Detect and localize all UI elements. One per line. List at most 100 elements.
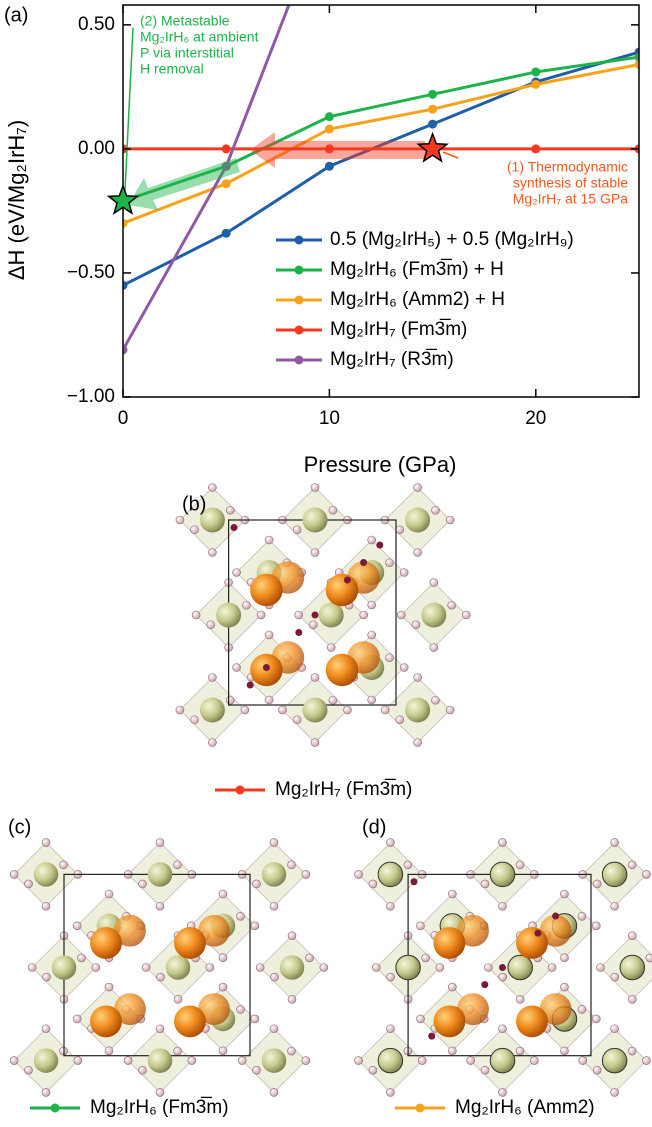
h-atom (400, 569, 408, 577)
h-atom (499, 1088, 507, 1096)
h-atom (138, 1066, 146, 1074)
legend-marker (295, 326, 304, 335)
caption: Mg₂IrH₇ (Fm3̅m) (275, 779, 412, 800)
h-atom (156, 902, 164, 910)
h-atom (596, 964, 604, 972)
mg-atom (250, 574, 283, 607)
h-atom (309, 621, 317, 629)
annotation: (1) Thermodynamic (507, 159, 628, 175)
h-atom (226, 506, 234, 514)
interstitial-h (344, 577, 351, 584)
h-atom (208, 484, 216, 492)
h-atom (252, 1066, 260, 1074)
ir-atom (34, 862, 59, 887)
legend-marker (295, 296, 304, 305)
interstitial-h (360, 559, 367, 566)
interstitial-h (376, 542, 383, 549)
annotation: H removal (140, 61, 204, 77)
h-atom (74, 1057, 82, 1065)
h-atom (368, 601, 376, 609)
h-atom (288, 932, 296, 940)
h-atom (404, 861, 412, 869)
h-atom (288, 1047, 296, 1055)
h-atom (174, 861, 182, 869)
h-atom (302, 870, 310, 878)
legend-marker (295, 356, 304, 365)
h-atom (448, 601, 456, 609)
h-atom (191, 526, 199, 534)
data-point (428, 90, 437, 99)
legend-marker (295, 266, 304, 275)
h-atom (176, 516, 184, 524)
legend-label: Mg₂IrH₆ (Fm3̅m) + H (330, 259, 504, 280)
y-tick-label: −1.00 (67, 386, 115, 407)
h-atom (238, 1057, 246, 1065)
h-atom (73, 922, 81, 930)
h-atom (593, 880, 601, 888)
ir-atom (319, 603, 344, 628)
h-atom (578, 912, 586, 920)
y-axis-label: ΔH (eV/Mg₂IrH₇) (4, 120, 29, 280)
h-atom (188, 1057, 196, 1065)
h-atom (481, 1066, 489, 1074)
x-tick-label: 0 (118, 408, 129, 429)
h-atom (156, 1025, 164, 1033)
h-atom (446, 516, 454, 524)
mg-atom (433, 1005, 465, 1037)
h-atom (412, 621, 420, 629)
ir-atom (508, 955, 533, 980)
h-atom (578, 1005, 586, 1013)
data-point (222, 144, 231, 153)
panel-label: (d) (362, 816, 386, 838)
annotation: Mg₂IrH₆ at ambient (140, 29, 259, 45)
annotation: synthesis of stable (513, 175, 628, 191)
h-atom (42, 973, 50, 981)
h-atom (219, 983, 227, 991)
h-atom (560, 983, 568, 991)
h-atom (265, 631, 273, 639)
interstitial-h (411, 878, 418, 885)
ir-atom (280, 955, 305, 980)
ir-atom (216, 603, 241, 628)
h-atom (237, 1005, 245, 1013)
h-atom (467, 1057, 475, 1065)
ir-atom (405, 698, 430, 723)
ir-atom (602, 862, 627, 887)
h-atom (386, 1088, 394, 1096)
h-atom (387, 973, 395, 981)
data-point (428, 105, 437, 114)
h-atom (386, 902, 394, 910)
ir-atom (34, 1048, 59, 1073)
ir-atom (405, 508, 430, 533)
legend-label: Mg₂IrH₇ (R3̅m) (330, 349, 454, 370)
h-atom (642, 870, 650, 878)
h-atom (592, 922, 600, 930)
h-atom (156, 973, 164, 981)
mg-atom (326, 574, 359, 607)
figure: (a) ΔH (eV/Mg₂IrH₇) Pressure (GPa) −1.00… (0, 0, 652, 1127)
h-atom (293, 526, 301, 534)
h-atom (530, 1057, 538, 1065)
h-atom (386, 559, 394, 567)
h-atom (105, 983, 113, 991)
h-atom (329, 696, 337, 704)
h-atom (414, 484, 422, 492)
caption: Mg₂IrH₆ (Fm3̅m) (90, 1097, 229, 1118)
y-tick-label: −0.50 (67, 262, 115, 283)
h-atom (430, 644, 438, 652)
interstitial-h (428, 1033, 435, 1040)
interstitial-h (481, 981, 488, 988)
x-tick-label: 10 (319, 408, 340, 429)
ir-atom (378, 1048, 403, 1073)
h-atom (206, 964, 214, 972)
h-atom (306, 954, 314, 962)
data-point (222, 229, 231, 238)
ir-atom (148, 862, 173, 887)
interstitial-h (231, 524, 238, 531)
h-atom (611, 1025, 619, 1033)
h-atom (462, 611, 470, 619)
data-point (325, 112, 334, 121)
h-atom (311, 549, 319, 557)
h-atom (369, 1066, 377, 1074)
h-atom (28, 964, 36, 972)
